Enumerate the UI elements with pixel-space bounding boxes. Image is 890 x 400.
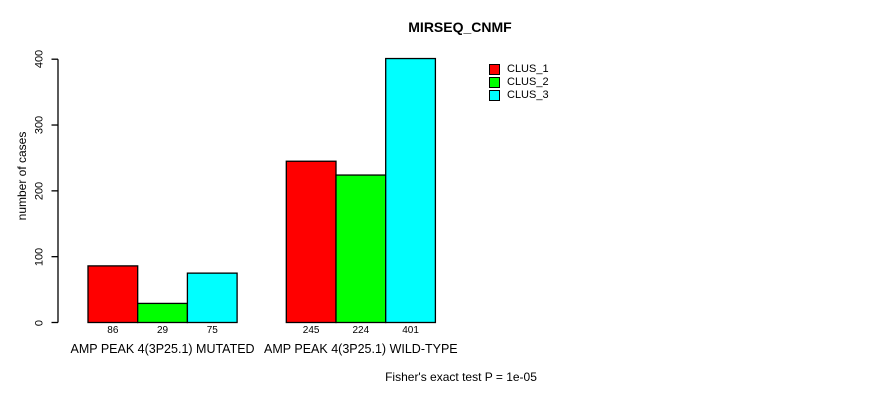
group-label: AMP PEAK 4(3P25.1) WILD-TYPE <box>264 342 458 356</box>
bar-value-label: 245 <box>302 325 320 336</box>
bar-value-label: 401 <box>402 325 419 336</box>
bar-value-label: 86 <box>107 325 119 336</box>
bar-clus_3-group2 <box>385 57 437 324</box>
bar-value-label: 29 <box>156 325 169 336</box>
group-label: AMP PEAK 4(3P25.1) MUTATED <box>70 342 255 356</box>
chart-title: MIRSEQ_CNMF <box>408 19 512 35</box>
bar-value-label: 224 <box>352 325 370 336</box>
legend-label: CLUS_3 <box>507 89 549 101</box>
legend-label: CLUS_2 <box>507 76 549 88</box>
y-tick-label: 400 <box>33 50 46 69</box>
bar-value-label: 75 <box>206 325 218 336</box>
bar-clus_2-group1 <box>137 302 189 324</box>
y-tick-label: 100 <box>33 247 46 266</box>
legend-swatch <box>489 64 500 75</box>
annotation-text: Fisher's exact test P = 1e-05 <box>385 370 537 384</box>
y-tick-label: 300 <box>33 115 46 135</box>
legend-label: CLUS_1 <box>507 63 549 75</box>
legend: CLUS_1 CLUS_2 CLUS_3 <box>489 63 549 102</box>
legend-row: CLUS_2 <box>489 76 549 89</box>
bar-clus_2-group2 <box>335 174 387 324</box>
bar-clus_3-group1 <box>186 272 238 324</box>
legend-swatch <box>489 90 500 101</box>
legend-row: CLUS_1 <box>489 63 549 76</box>
legend-row: CLUS_3 <box>489 89 549 102</box>
bar-clus_1-group1 <box>87 265 139 324</box>
y-tick-label: 200 <box>33 181 46 201</box>
legend-swatch <box>489 77 500 88</box>
y-tick-label: 0 <box>33 319 46 326</box>
bar-clus_1-group2 <box>285 160 337 324</box>
y-axis-title: number of cases <box>15 131 29 221</box>
